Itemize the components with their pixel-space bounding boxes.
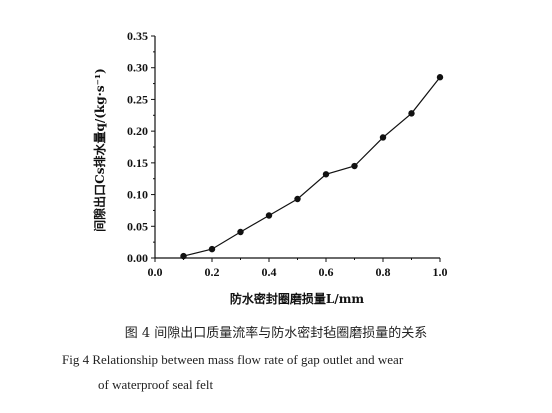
data-point <box>436 74 444 81</box>
x-tick-label: 0.6 <box>319 265 334 279</box>
y-tick-label: 0.05 <box>127 219 148 233</box>
y-tick-label: 0.15 <box>127 156 148 170</box>
x-tick-label: 0.0 <box>148 265 163 279</box>
data-point <box>265 212 273 219</box>
data-point <box>294 195 301 203</box>
y-tick-label: 0.00 <box>127 251 148 265</box>
axes <box>154 36 440 259</box>
data-point <box>208 245 216 253</box>
x-tick-label: 0.2 <box>205 265 220 279</box>
data-point <box>237 228 244 236</box>
y-tick-label: 0.35 <box>127 29 148 43</box>
figure-caption-chinese: 图 4 间隙出口质量流率与防水密封毡圈磨损量的关系 <box>124 326 428 341</box>
data-point <box>408 110 415 117</box>
y-tick-label: 0.30 <box>127 61 148 75</box>
y-tick-label: 0.25 <box>127 92 148 106</box>
ticks: 0.00 0.05 0.10 0.15 0.20 0.25 0.30 0.35 0.0 0.2 0.… <box>127 29 448 279</box>
x-tick-label: 0.4 <box>262 265 277 279</box>
y-tick-label: 0.20 <box>127 124 148 138</box>
figure-caption-english-line2: of waterproof seal felt <box>98 377 214 392</box>
y-tick-label: 0.10 <box>127 188 148 202</box>
data-point <box>351 162 358 170</box>
figure-caption-english-line1: Fig 4 Relationship between mass flow rat… <box>62 352 404 367</box>
data-point <box>180 252 187 260</box>
x-axis-label: 防水密封圈磨损量L/mm <box>230 291 365 306</box>
chart: 0.00 0.05 0.10 0.15 0.20 0.25 0.30 0.35 0.0 0.2 0.… <box>92 29 448 306</box>
series-line <box>183 76 441 257</box>
x-tick-label: 0.8 <box>376 265 391 279</box>
series <box>180 74 444 260</box>
y-axis-label: 间隙出口Cs排水量q/(kg·s⁻¹) <box>92 68 107 232</box>
x-tick-label: 1.0 <box>433 265 448 279</box>
data-point <box>379 134 387 141</box>
data-point <box>322 171 330 178</box>
